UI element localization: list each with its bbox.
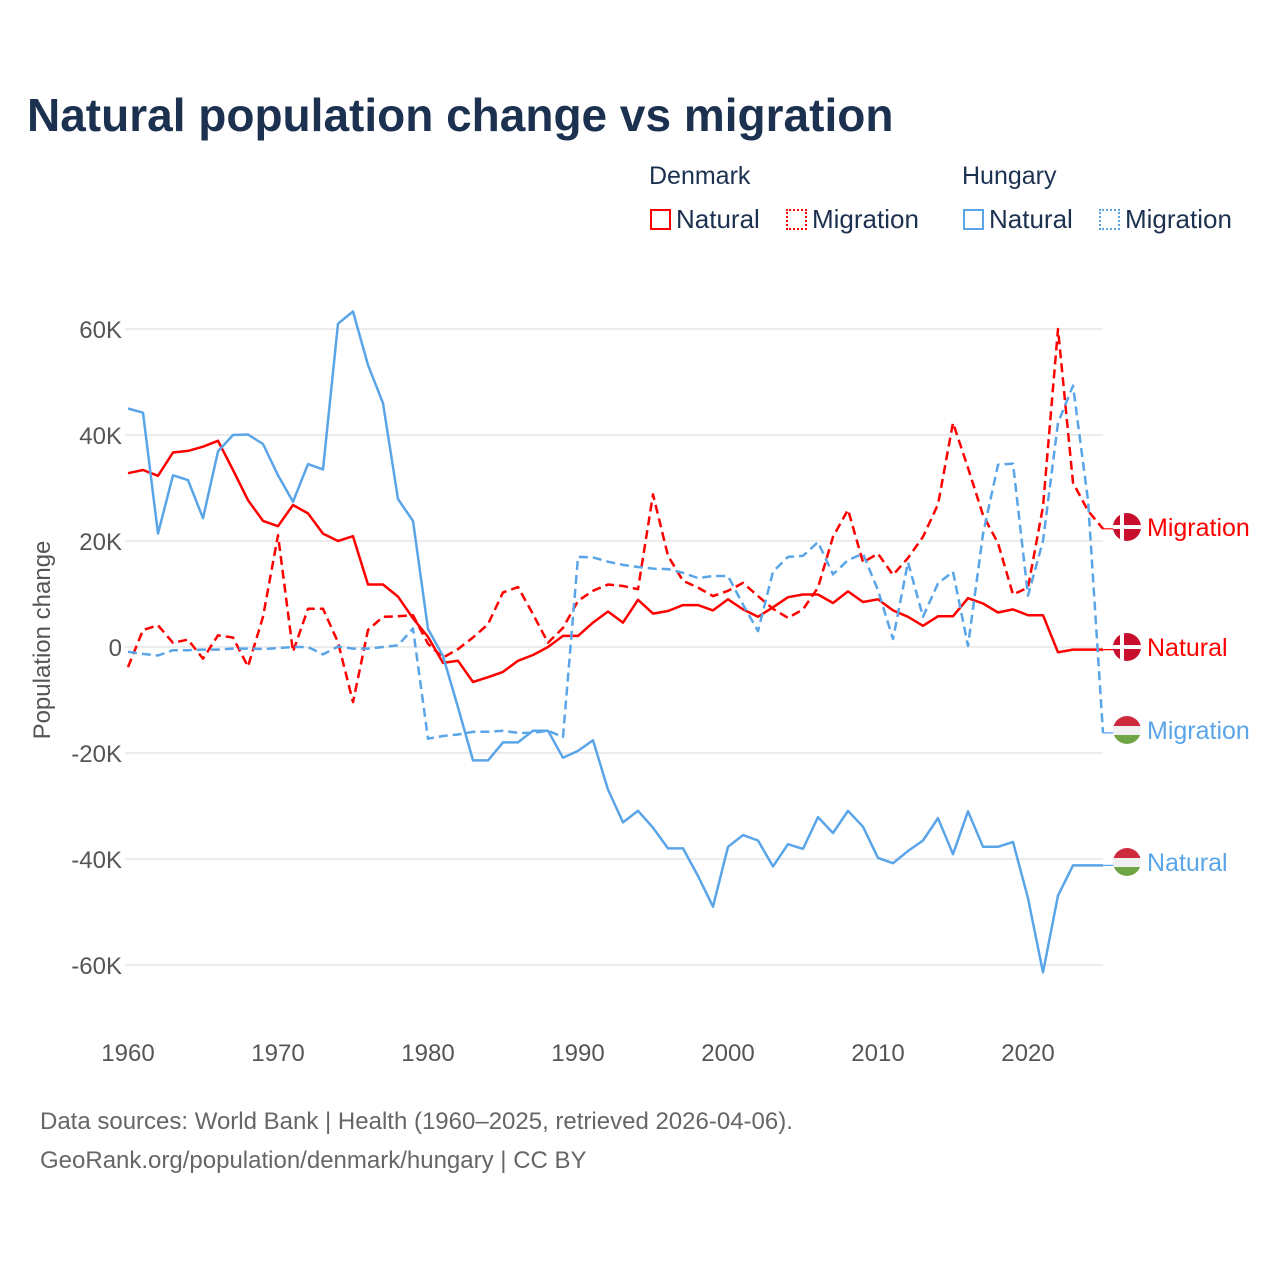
y-tick-label: 20K (79, 529, 122, 556)
y-axis-title: Population change (29, 541, 56, 740)
flag-cross-horizontal (1113, 645, 1141, 649)
denmark-flag-icon (1113, 633, 1141, 661)
flag-stripe-white (1113, 726, 1141, 735)
flag-stripe-green (1113, 867, 1141, 876)
x-tick-label: 1960 (101, 1040, 154, 1067)
series-line-hungary-natural (127, 310, 1103, 974)
legend-label: Migration (1125, 204, 1232, 234)
legend-label: Natural (989, 204, 1073, 234)
flag-stripe-white (1113, 858, 1141, 867)
y-tick-label: -20K (71, 741, 122, 768)
series-end-label: Natural (1147, 634, 1228, 662)
legend-swatch-solid-red (650, 209, 671, 230)
x-tick-label: 1970 (251, 1040, 304, 1067)
chart-title: Natural population change vs migration (27, 89, 894, 141)
flag-stripe-green (1113, 735, 1141, 744)
x-tick-label: 1990 (551, 1040, 604, 1067)
series-line-denmark-migration (126, 327, 1104, 704)
y-tick-label: -60K (71, 953, 122, 980)
legend-swatch-dotted-blue (1099, 209, 1120, 230)
flag-cross-horizontal (1113, 525, 1141, 529)
flag-stripe-red (1113, 716, 1141, 726)
y-tick-label: -40K (71, 847, 122, 874)
series-end-label: Natural (1147, 849, 1228, 877)
y-tick-label: 60K (79, 317, 122, 344)
legend-label: Natural (676, 204, 760, 234)
legend-label: Migration (812, 204, 919, 234)
legend-group-hungary: Hungary (962, 162, 1057, 190)
series-end-label: Migration (1147, 717, 1250, 745)
series-line-denmark-natural (127, 439, 1103, 684)
y-tick-label: 40K (79, 423, 122, 450)
legend-item-hungary-migration[interactable]: Migration (1099, 204, 1232, 235)
x-tick-label: 1980 (401, 1040, 454, 1067)
legend-swatch-dotted-red (786, 209, 807, 230)
footer-sources: Data sources: World Bank | Health (1960–… (40, 1108, 793, 1135)
x-tick-label: 2020 (1001, 1040, 1054, 1067)
legend-item-hungary-natural[interactable]: Natural (963, 204, 1073, 235)
x-tick-label: 2010 (851, 1040, 904, 1067)
legend-item-denmark-natural[interactable]: Natural (650, 204, 760, 235)
legend-group-denmark: Denmark (649, 162, 751, 190)
legend-item-denmark-migration[interactable]: Migration (786, 204, 919, 235)
series-end-label: Migration (1147, 514, 1250, 542)
y-tick-label: 0 (109, 635, 122, 662)
legend-swatch-solid-blue (963, 209, 984, 230)
hungary-flag-icon (1113, 716, 1141, 744)
footer-link[interactable]: GeoRank.org/population/denmark/hungary |… (40, 1147, 587, 1174)
flag-stripe-red (1113, 848, 1141, 858)
x-tick-label: 2000 (701, 1040, 754, 1067)
hungary-flag-icon (1113, 848, 1141, 876)
denmark-flag-icon (1113, 513, 1141, 541)
